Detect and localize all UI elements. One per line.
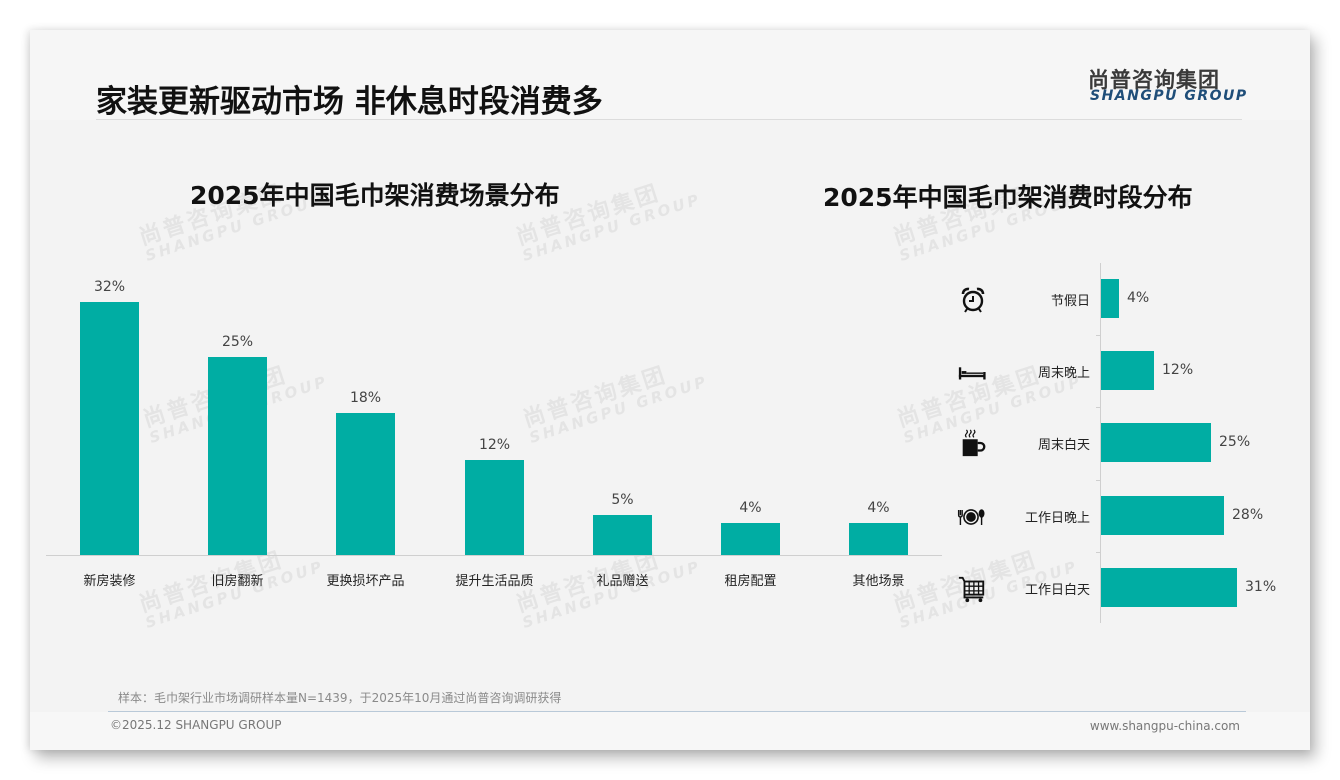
footer-band — [30, 712, 1310, 750]
category-label: 工作日晚上 — [1024, 511, 1090, 526]
axis-tick — [1096, 407, 1100, 408]
page-title: 家装更新驱动市场 非休息时段消费多 — [96, 84, 603, 120]
column-bar — [208, 357, 267, 555]
horizontal-bar — [1101, 351, 1154, 390]
title-divider — [96, 119, 1242, 120]
column-bar — [80, 302, 139, 555]
x-axis-line — [46, 555, 942, 556]
data-label: 28% — [1232, 507, 1264, 523]
category-label: 旧房翻新 — [211, 574, 264, 589]
logo-cn: 尚普咨询集团 — [1088, 68, 1220, 92]
category-label: 更换损坏产品 — [326, 574, 405, 589]
category-label: 礼品赠送 — [596, 574, 649, 589]
column-bar — [849, 523, 908, 555]
coffee-cup-icon — [962, 429, 986, 457]
slide: 家装更新驱动市场 非休息时段消费多 尚普咨询集团 SHANGPU GROUP 尚… — [30, 30, 1310, 750]
data-label: 18% — [349, 390, 382, 406]
chart-title-timeslots: 2025年中国毛巾架消费时段分布 — [823, 183, 1193, 212]
column-bar — [593, 515, 652, 555]
data-label: 5% — [611, 492, 634, 508]
data-label: 32% — [93, 279, 126, 295]
data-label: 4% — [1127, 290, 1150, 306]
category-label: 工作日白天 — [1024, 583, 1090, 598]
website-link[interactable]: www.shangpu-china.com — [1089, 719, 1240, 733]
data-label: 12% — [478, 437, 511, 453]
copyright: ©2025.12 SHANGPU GROUP — [110, 718, 282, 732]
sample-note: 样本：毛巾架行业市场调研样本量N=1439，于2025年10月通过尚普咨询调研获… — [118, 691, 562, 705]
column-bar — [721, 523, 780, 555]
data-label: 12% — [1162, 362, 1194, 378]
footer-divider — [108, 711, 1246, 712]
axis-tick — [1096, 335, 1100, 336]
data-label: 25% — [1219, 434, 1251, 450]
data-label: 25% — [221, 334, 254, 350]
column-bar — [465, 460, 524, 555]
axis-tick — [1096, 480, 1100, 481]
category-label: 节假日 — [1050, 294, 1090, 309]
chart-title-scenes: 2025年中国毛巾架消费场景分布 — [190, 181, 560, 210]
axis-tick — [1096, 552, 1100, 553]
category-label: 其他场景 — [852, 574, 905, 589]
horizontal-bar — [1101, 423, 1211, 462]
shopping-cart-icon — [958, 576, 985, 603]
horizontal-bar — [1101, 496, 1224, 535]
category-label: 提升生活品质 — [455, 574, 534, 589]
data-label: 4% — [739, 500, 762, 516]
horizontal-bar — [1101, 568, 1237, 607]
column-bar — [336, 413, 395, 555]
logo-en: SHANGPU GROUP — [1090, 88, 1248, 104]
category-label: 新房装修 — [83, 574, 136, 589]
data-label: 31% — [1245, 579, 1277, 595]
alarm-clock-icon — [961, 287, 985, 313]
header-band — [30, 30, 1310, 120]
y-axis-line — [1100, 263, 1101, 623]
category-label: 租房配置 — [724, 574, 777, 589]
category-label: 周末晚上 — [1037, 366, 1090, 381]
category-label: 周末白天 — [1037, 438, 1090, 453]
bed-icon — [958, 367, 986, 380]
horizontal-bar — [1101, 279, 1119, 318]
data-label: 4% — [867, 500, 890, 516]
plate-cutlery-icon — [957, 509, 985, 525]
